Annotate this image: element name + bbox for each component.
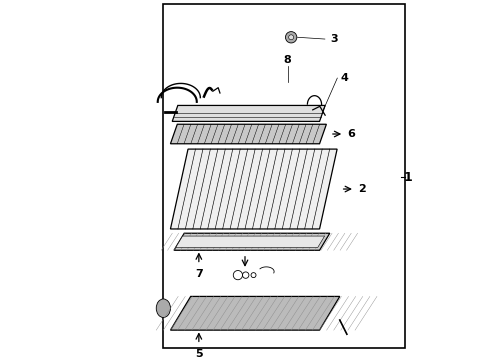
Ellipse shape <box>156 299 171 318</box>
Circle shape <box>289 35 294 40</box>
Text: 8: 8 <box>284 55 292 66</box>
Polygon shape <box>174 233 330 250</box>
Text: 7: 7 <box>195 269 203 279</box>
Circle shape <box>286 32 297 43</box>
Text: 9: 9 <box>241 239 249 249</box>
Bar <box>163 4 405 348</box>
Text: 6: 6 <box>348 129 356 139</box>
Polygon shape <box>171 296 340 330</box>
Polygon shape <box>171 149 337 229</box>
Polygon shape <box>171 124 326 144</box>
Text: 5: 5 <box>195 348 203 359</box>
Text: 2: 2 <box>358 184 366 194</box>
Polygon shape <box>172 105 325 121</box>
Polygon shape <box>176 236 324 247</box>
Text: 4: 4 <box>341 73 348 83</box>
Text: 3: 3 <box>330 34 338 44</box>
Text: 1: 1 <box>404 171 413 184</box>
